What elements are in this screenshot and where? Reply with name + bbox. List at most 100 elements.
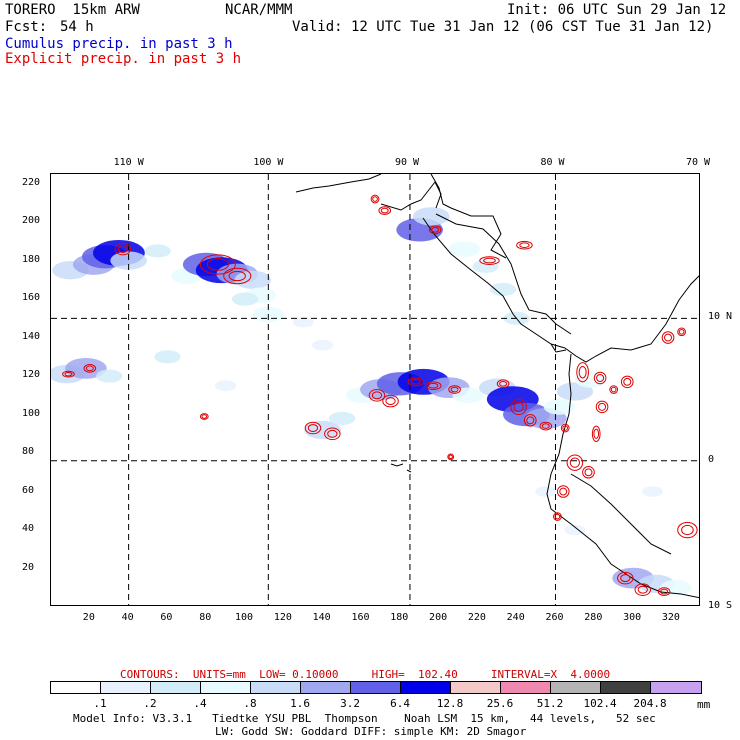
contour-ring: [556, 485, 570, 498]
contour-ring: [479, 256, 500, 265]
contour-ring: [596, 374, 605, 382]
color-scale-swatch: [451, 682, 501, 693]
contour-ring: [199, 254, 236, 275]
contour-ring: [382, 394, 399, 408]
y-tick-label: 160: [22, 292, 41, 304]
contour-ring: [407, 377, 425, 387]
contour-ring: [523, 414, 537, 427]
forecast-hours: 54 h: [60, 19, 94, 35]
color-scale-swatch: [201, 682, 251, 693]
contour-ring: [510, 398, 527, 416]
contour-ring: [554, 513, 561, 520]
coastlines: [295, 174, 699, 599]
color-scale-label: 3.2: [340, 697, 360, 710]
contour-ring: [117, 245, 128, 254]
color-scale-swatch: [251, 682, 301, 693]
color-scale-swatch: [401, 682, 451, 693]
model-title: TORERO 15km ARW: [5, 2, 140, 18]
precip-cell: [543, 399, 576, 415]
contour-ring: [677, 327, 686, 337]
model-info-line2: LW: Godd SW: Goddard DIFF: simple KM: 2D…: [215, 725, 527, 738]
contour-ring: [576, 362, 589, 383]
contour-ring: [541, 423, 550, 429]
contour-ring: [610, 386, 617, 393]
y-tick-label: 120: [22, 369, 41, 381]
x-tick-label: 180: [390, 612, 409, 623]
andes-coast: [570, 473, 672, 555]
color-scale-swatch: [601, 682, 651, 693]
precip-cell: [234, 270, 272, 289]
contour-ring: [62, 370, 75, 378]
y-tick-label: 60: [22, 484, 35, 496]
color-scale-label: 51.2: [536, 697, 564, 710]
y-tick-label: 200: [22, 215, 41, 227]
x-tick-label: 120: [273, 612, 292, 623]
contour-ring: [371, 391, 383, 400]
contour-ring: [677, 521, 698, 539]
contours-info: CONTOURS: UNITS=mm LOW= 0.10000 HIGH= 10…: [120, 668, 611, 681]
contour-ring: [380, 207, 389, 214]
contour-ring: [591, 425, 601, 442]
x-tick-label: 60: [160, 612, 173, 623]
x-tick-label: 320: [661, 612, 680, 623]
contour-ring: [370, 194, 380, 204]
contour-ring: [634, 583, 652, 596]
y-tick-label: 40: [22, 523, 35, 535]
cumulus-legend-text: Cumulus precip. in past 3 h: [5, 36, 233, 52]
contour-ring: [657, 587, 671, 596]
y-tick-label: 180: [22, 253, 41, 265]
color-scale-label: .2: [143, 697, 157, 710]
color-scale-label: .1: [93, 697, 107, 710]
latitude-label: 10 N: [708, 311, 733, 323]
contour-ring: [595, 400, 609, 414]
contour-ring: [201, 414, 208, 419]
contour-ring: [428, 225, 442, 235]
organization: NCAR/MMM: [225, 2, 293, 18]
y-tick-label: 220: [22, 176, 41, 188]
precip-cell: [215, 380, 237, 391]
precip-cell: [489, 282, 517, 297]
contour-ring: [584, 468, 593, 477]
color-scale-swatch: [551, 682, 601, 693]
precip-cell: [154, 350, 181, 364]
contour-ring: [513, 401, 524, 412]
contour-ring: [448, 454, 453, 460]
precip-cell: [328, 411, 356, 425]
contour-ring: [410, 379, 421, 385]
contour-ring: [582, 466, 595, 479]
precip-cell: [641, 486, 664, 497]
precip-cell: [452, 387, 484, 404]
contour-ring: [223, 267, 252, 285]
yucatan-coastline: [380, 181, 442, 211]
contour-ring: [228, 270, 246, 282]
contour-ring: [424, 381, 442, 391]
latitude-label: 0: [708, 453, 715, 465]
central-america-pacific: [422, 217, 566, 349]
color-scale-label: 102.4: [583, 697, 617, 710]
longitude-label: 100 W: [253, 157, 284, 168]
x-tick-label: 200: [429, 612, 448, 623]
contour-ring: [499, 380, 508, 387]
precip-cell: [535, 486, 557, 497]
south-america-north: [564, 275, 699, 363]
contour-ring: [450, 386, 459, 393]
contour-ring: [447, 453, 455, 461]
explicit-contours: [62, 194, 698, 596]
longitude-label: 70 W: [686, 157, 711, 168]
contour-ring: [378, 206, 392, 215]
forecast-label: Fcst:: [5, 19, 48, 35]
y-tick-label: 80: [22, 446, 35, 458]
explicit-legend-text: Explicit precip. in past 3 h: [5, 51, 242, 67]
contour-ring: [569, 457, 581, 468]
contour-ring: [368, 389, 386, 402]
contour-ring: [559, 487, 568, 496]
central-america-caribbean: [435, 213, 572, 335]
contour-ring: [83, 364, 97, 373]
precip-cell: [448, 241, 480, 257]
scale-unit: mm: [697, 698, 711, 711]
contour-ring: [428, 382, 439, 389]
contour-ring: [620, 574, 631, 583]
x-tick-label: 100: [235, 612, 254, 623]
contour-ring: [304, 421, 322, 435]
grid-lines: [51, 174, 699, 605]
